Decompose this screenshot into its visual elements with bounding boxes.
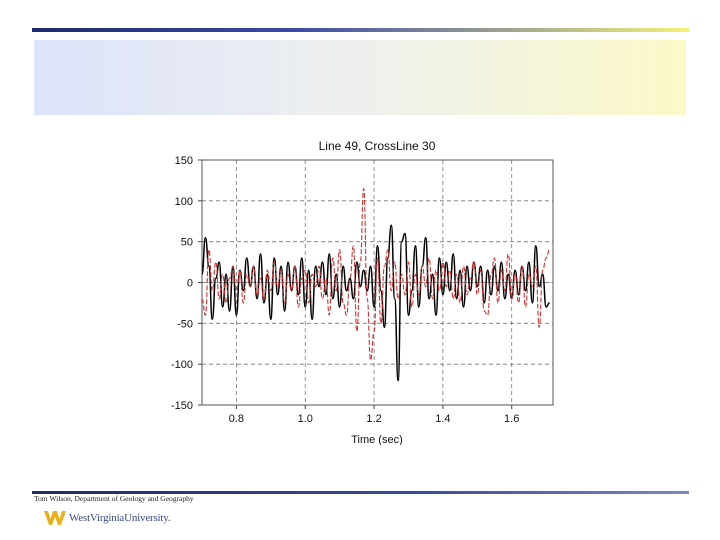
series-line-trace-1 — [201, 224, 550, 382]
x-tick-label-4: 1.6 — [504, 413, 519, 425]
x-tick-label-3: 1.4 — [435, 413, 450, 425]
slide-title-band — [34, 40, 686, 115]
x-axis-label: Time (sec) — [351, 434, 403, 445]
y-tick-label-0: 150 — [175, 155, 193, 167]
flying-wv-icon — [44, 511, 66, 525]
series-line-trace-2 — [201, 188, 550, 361]
university-logo: WestVirginiaUniversity. — [44, 509, 171, 527]
y-tick-label-2: 50 — [181, 237, 193, 249]
series-lines — [201, 188, 550, 382]
chart-title: Line 49, CrossLine 30 — [319, 139, 436, 153]
y-tick-label-5: -100 — [171, 359, 193, 371]
header-top-rule — [32, 28, 689, 32]
y-tick-label-4: -50 — [177, 318, 193, 330]
x-tick-label-1: 1.0 — [298, 413, 313, 425]
y-tick-label-6: -150 — [171, 400, 193, 412]
footer-rule — [32, 491, 689, 494]
grid-lines — [202, 160, 553, 405]
y-axis-ticks: 150 100 50 0 -50 -100 -150 — [171, 155, 202, 412]
logo-text: WestVirginiaUniversity. — [69, 512, 171, 524]
x-tick-label-0: 0.8 — [229, 413, 244, 425]
x-tick-label-2: 1.2 — [366, 413, 381, 425]
trace-chart: Line 49, CrossLine 30 150 100 50 0 -50 -100 -1… — [171, 139, 554, 445]
x-axis-ticks: 0.8 1.0 1.2 1.4 1.6 — [229, 405, 519, 425]
footer-credit: Tom Wilson, Department of Geology and Ge… — [34, 494, 194, 503]
y-tick-label-1: 100 — [175, 196, 193, 208]
y-tick-label-3: 0 — [187, 278, 193, 290]
